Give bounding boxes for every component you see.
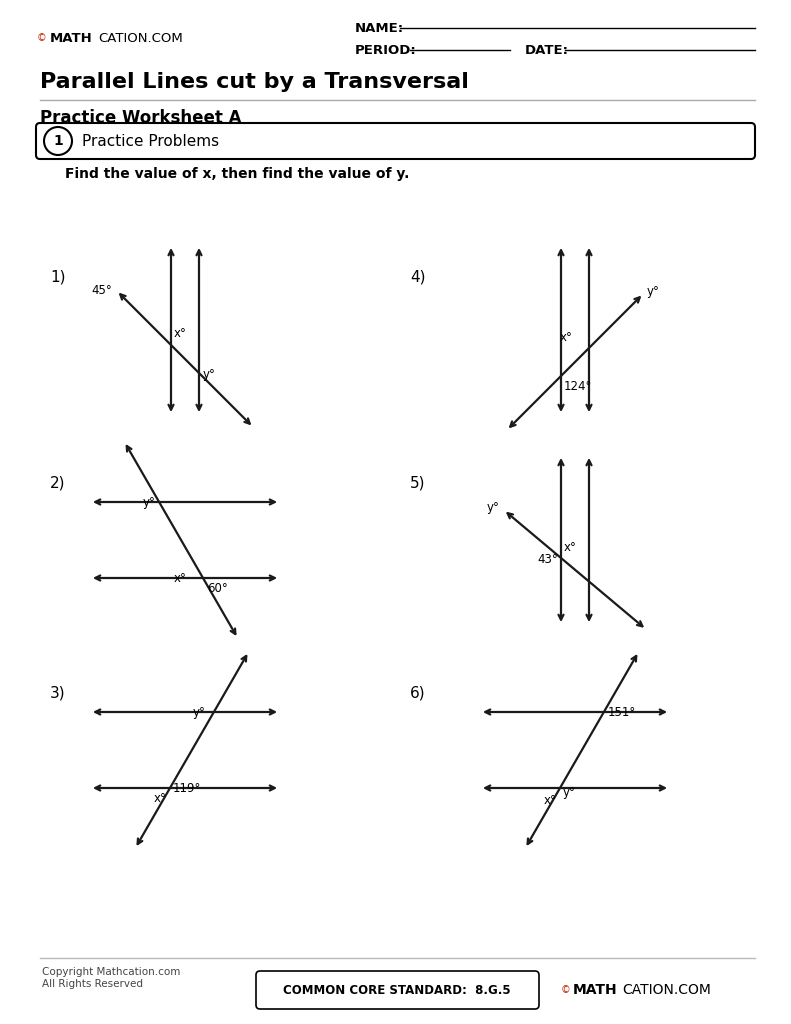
Text: y°: y° bbox=[142, 496, 155, 509]
Text: 6): 6) bbox=[410, 685, 426, 700]
Text: 1): 1) bbox=[50, 270, 66, 285]
Text: x°: x° bbox=[544, 794, 557, 807]
Text: 151°: 151° bbox=[607, 706, 636, 719]
Text: y°: y° bbox=[193, 706, 206, 719]
Text: x°: x° bbox=[564, 541, 577, 554]
Text: 119°: 119° bbox=[173, 782, 202, 795]
Text: x°: x° bbox=[174, 572, 187, 585]
Text: 3): 3) bbox=[50, 685, 66, 700]
Text: Find the value of x, then find the value of y.: Find the value of x, then find the value… bbox=[65, 167, 410, 181]
Text: 2): 2) bbox=[50, 475, 66, 490]
Text: y°: y° bbox=[203, 368, 216, 381]
Text: ©: © bbox=[560, 985, 570, 995]
Text: ©: © bbox=[37, 33, 47, 43]
Circle shape bbox=[44, 127, 72, 155]
FancyBboxPatch shape bbox=[36, 123, 755, 159]
Text: 45°: 45° bbox=[92, 284, 112, 297]
Text: 60°: 60° bbox=[207, 582, 228, 595]
Text: y°: y° bbox=[563, 786, 576, 799]
Text: 124°: 124° bbox=[564, 380, 592, 393]
Text: 1: 1 bbox=[53, 134, 62, 148]
Text: Practice Worksheet A: Practice Worksheet A bbox=[40, 109, 241, 127]
Text: Parallel Lines cut by a Transversal: Parallel Lines cut by a Transversal bbox=[40, 72, 469, 92]
Text: CATION.COM: CATION.COM bbox=[622, 983, 711, 997]
Text: COMMON CORE STANDARD:  8.G.5: COMMON CORE STANDARD: 8.G.5 bbox=[283, 983, 511, 996]
Text: NAME:: NAME: bbox=[355, 22, 404, 35]
Text: CATION.COM: CATION.COM bbox=[98, 32, 183, 44]
Text: Practice Problems: Practice Problems bbox=[82, 133, 219, 148]
Text: x°: x° bbox=[174, 327, 187, 340]
Text: 5): 5) bbox=[410, 475, 426, 490]
FancyBboxPatch shape bbox=[256, 971, 539, 1009]
Text: MATH: MATH bbox=[50, 32, 93, 44]
Text: PERIOD:: PERIOD: bbox=[355, 43, 417, 56]
Text: y°: y° bbox=[646, 285, 660, 298]
Text: 43°: 43° bbox=[537, 553, 558, 566]
Text: MATH: MATH bbox=[573, 983, 618, 997]
Text: x°: x° bbox=[154, 792, 167, 805]
Text: Copyright Mathcation.com
All Rights Reserved: Copyright Mathcation.com All Rights Rese… bbox=[42, 968, 180, 989]
Text: y°: y° bbox=[486, 502, 500, 514]
Text: x°: x° bbox=[560, 331, 573, 344]
Text: 4): 4) bbox=[410, 270, 426, 285]
Text: DATE:: DATE: bbox=[525, 43, 569, 56]
